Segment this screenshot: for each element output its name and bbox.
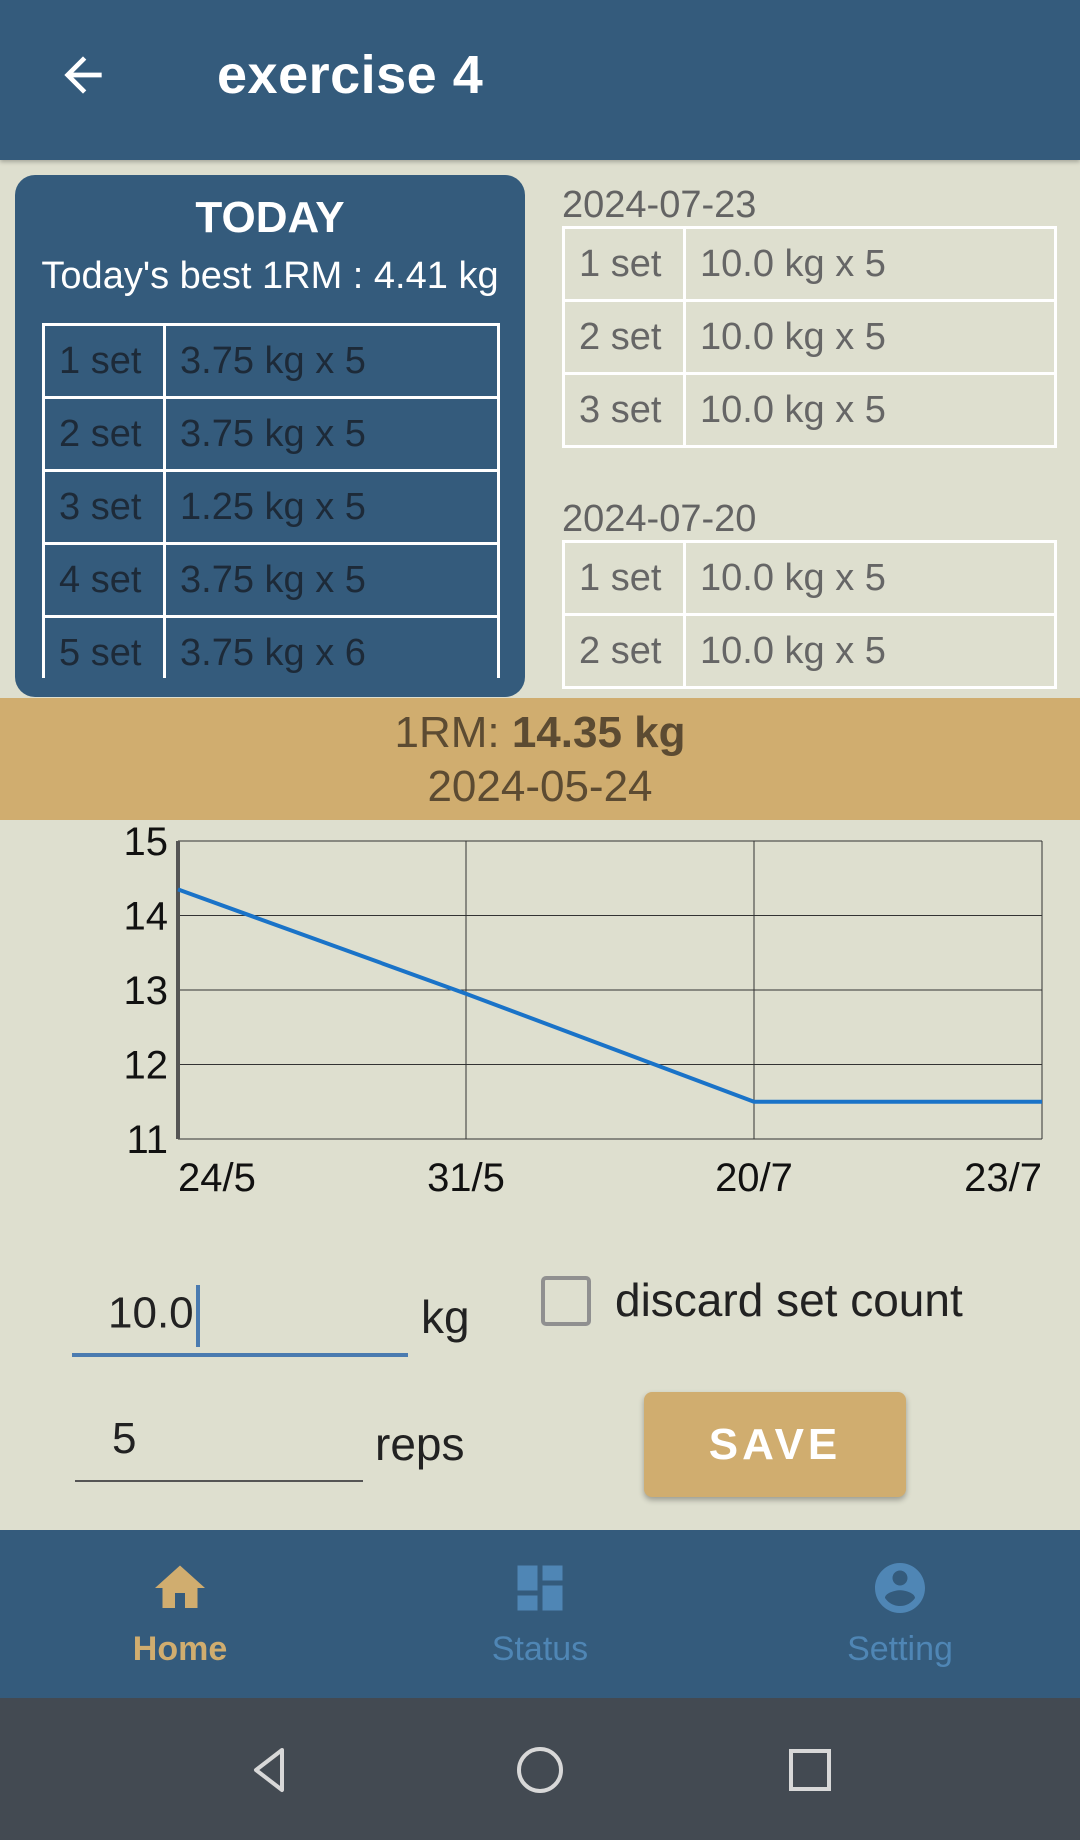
today-card: TODAY Today's best 1RM : 4.41 kg 1 set 3.… [15,175,525,697]
set-value: 10.0 kg x 5 [683,613,1057,689]
today-best-1rm: Today's best 1RM : 4.41 kg [41,255,499,297]
set-value: 3.75 kg x 5 [163,323,500,399]
banner-1rm-label: 1RM: [394,708,512,757]
set-number: 1 set [42,323,166,399]
banner-date: 2024-05-24 [427,762,653,811]
banner-1rm-text: 1RM: 14.35 kg [0,708,1080,758]
table-row: 3 set 10.0 kg x 5 [562,372,1057,448]
weight-unit-label: kg [421,1291,470,1343]
system-navigation-bar [0,1698,1080,1840]
banner-1rm-value: 14.35 kg [511,708,686,757]
reps-unit-label: reps [375,1418,465,1470]
history-entry: 2024-07-23 1 set 10.0 kg x 5 2 set 10.0 kg… [562,176,1062,448]
set-value: 1.25 kg x 5 [163,469,500,545]
page-title: exercise 4 [217,45,484,105]
set-number: 4 set [42,542,166,618]
dashboard-icon [517,1565,563,1611]
bottom-navigation: Home Status Setting [0,1530,1080,1698]
table-row[interactable]: 1 set 3.75 kg x 5 [42,323,500,399]
table-row[interactable]: 4 set 3.75 kg x 5 [42,542,500,618]
back-button[interactable] [48,40,118,110]
weight-input[interactable]: 10.0 [72,1277,408,1357]
home-icon [155,1565,205,1608]
discard-set-count-checkbox[interactable] [541,1276,591,1326]
progress-chart[interactable]: 15 14 13 12 11 24/5 31/5 20/7 23/7 [0,820,1080,1220]
table-row[interactable]: 2 set 3.75 kg x 5 [42,396,500,472]
table-row: 2 set 10.0 kg x 5 [562,613,1057,689]
history-date: 2024-07-20 [562,498,757,540]
set-value: 3.75 kg x 5 [163,396,500,472]
x-tick-label: 31/5 [427,1156,505,1200]
table-row: 1 set 10.0 kg x 5 [562,226,1057,302]
set-number: 3 set [562,372,686,448]
set-number: 2 set [42,396,166,472]
save-button[interactable]: SAVE [644,1392,906,1497]
nav-label-setting: Setting [847,1630,953,1668]
x-tick-label: 23/7 [964,1156,1042,1200]
set-value: 10.0 kg x 5 [683,540,1057,616]
set-number: 5 set [42,615,166,678]
set-number: 1 set [562,226,686,302]
set-number: 2 set [562,613,686,689]
set-value: 3.75 kg x 5 [163,542,500,618]
recents-square-icon[interactable] [780,1740,840,1800]
discard-set-count-label[interactable]: discard set count [615,1274,963,1326]
nav-label-status: Status [491,1630,589,1668]
set-value: 10.0 kg x 5 [683,372,1057,448]
history-date: 2024-07-23 [562,184,757,226]
y-tick-label: 11 [126,1118,168,1162]
history-entry: 2024-07-20 1 set 10.0 kg x 5 2 set 10.0 kg… [562,490,1062,689]
set-value: 3.75 kg x 6 [163,615,500,678]
today-sets-table[interactable]: 1 set 3.75 kg x 5 2 set 3.75 kg x 5 3 set 1… [42,323,514,678]
x-tick-label: 24/5 [178,1156,256,1200]
table-row[interactable]: 3 set 1.25 kg x 5 [42,469,500,545]
series-line [177,887,1042,1104]
home-circle-icon[interactable] [510,1740,570,1800]
y-tick-label: 15 [124,820,169,864]
nav-item-status[interactable]: Status [360,1530,720,1698]
table-row[interactable]: 5 set 3.75 kg x 6 [42,615,500,678]
nav-item-home[interactable]: Home [0,1530,360,1698]
app-bar: exercise 4 [0,0,1080,160]
y-tick-label: 12 [124,1044,169,1088]
y-tick-label: 14 [124,895,169,939]
table-row: 1 set 10.0 kg x 5 [562,540,1057,616]
arrow-back-icon [64,56,102,94]
y-tick-label: 13 [124,969,169,1013]
weight-value: 10.0 [108,1288,194,1338]
x-tick-label: 20/7 [715,1156,793,1200]
account-circle-icon [875,1563,925,1613]
reps-value: 5 [112,1414,137,1463]
text-caret [195,1285,200,1347]
best-1rm-banner: 1RM: 14.35 kg 2024-05-24 [0,698,1080,820]
set-number: 1 set [562,540,686,616]
back-triangle-icon[interactable] [240,1740,300,1800]
today-title: TODAY [195,193,345,242]
nav-item-setting[interactable]: Setting [720,1530,1080,1698]
reps-input[interactable]: 5 [75,1404,363,1482]
set-value: 10.0 kg x 5 [683,299,1057,375]
set-number: 2 set [562,299,686,375]
nav-label-home: Home [132,1630,228,1668]
set-value: 10.0 kg x 5 [683,226,1057,302]
set-number: 3 set [42,469,166,545]
table-row: 2 set 10.0 kg x 5 [562,299,1057,375]
history-list[interactable]: 2024-07-23 1 set 10.0 kg x 5 2 set 10.0 kg… [562,176,1062,698]
